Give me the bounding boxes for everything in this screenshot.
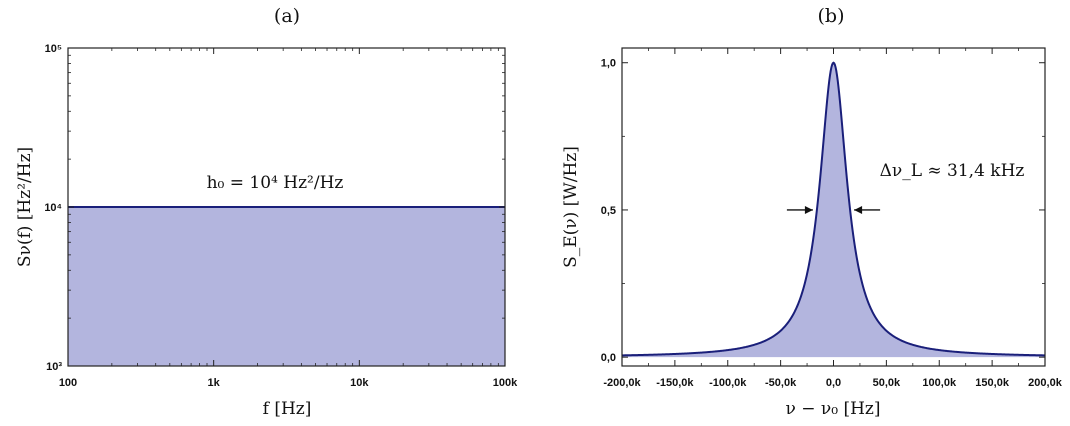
chart-a-ylabel: Sν(f) [Hz²/Hz] [15,147,35,267]
chart-b: -200,0k -150,0k -100,0k -50,0k 0,0 50,0k 100,0… [561,47,1063,419]
series-a-area [68,207,505,366]
chart-a-annotation: h₀ = 10⁴ Hz²/Hz [207,173,344,193]
x-tick-label: -100,0k [709,377,747,389]
x-tick-label: 200,0k [1028,377,1063,389]
x-tick-label: -200,0k [603,377,641,389]
chart-b-xlabel: ν − ν₀ [Hz] [786,399,881,419]
fwhm-arrowhead-right [854,205,863,214]
x-tick-label: 0,0 [826,377,841,389]
x-tick-label: 100k [493,377,518,389]
x-tick-label: -150,0k [656,377,694,389]
fwhm-arrows [786,205,881,214]
panel-b-label: (b) [818,5,845,27]
panel-a-label: (a) [274,5,300,27]
chart-a-frame [67,47,506,367]
chart-b-ylabel: S_E(ν) [W/Hz] [561,146,581,268]
chart-b-ticks: -200,0k -150,0k -100,0k -50,0k 0,0 50,0k 100,0… [601,48,1063,389]
fwhm-arrowhead-left [804,205,813,214]
chart-b-frame [621,47,1046,367]
x-tick-label: 150,0k [975,377,1010,389]
chart-b-annotation: Δν_L ≈ 31,4 kHz [880,161,1025,181]
x-tick-label: -50,0k [765,377,797,389]
x-tick-label: 1k [208,377,221,389]
x-tick-label: 50,0k [873,377,901,389]
y-tick-label: 10³ [46,361,62,373]
series-b-line [621,61,1046,357]
series-b-area [622,62,1045,358]
y-tick-label: 10⁵ [45,43,62,55]
y-tick-label: 10⁴ [44,202,62,214]
y-tick-label: 0,5 [601,205,616,217]
x-tick-label: 100 [59,377,77,389]
x-tick-label: 10k [350,377,369,389]
chart-a-xlabel: f [Hz] [263,399,312,419]
y-tick-label: 0,0 [601,352,616,364]
y-tick-label: 1,0 [601,58,616,70]
chart-a: 100 1k 10k 100k 10³ 10⁴ 10⁵ h₀ = 10⁴ Hz²/Hz f … [15,43,518,419]
x-tick-label: 100,0k [922,377,957,389]
